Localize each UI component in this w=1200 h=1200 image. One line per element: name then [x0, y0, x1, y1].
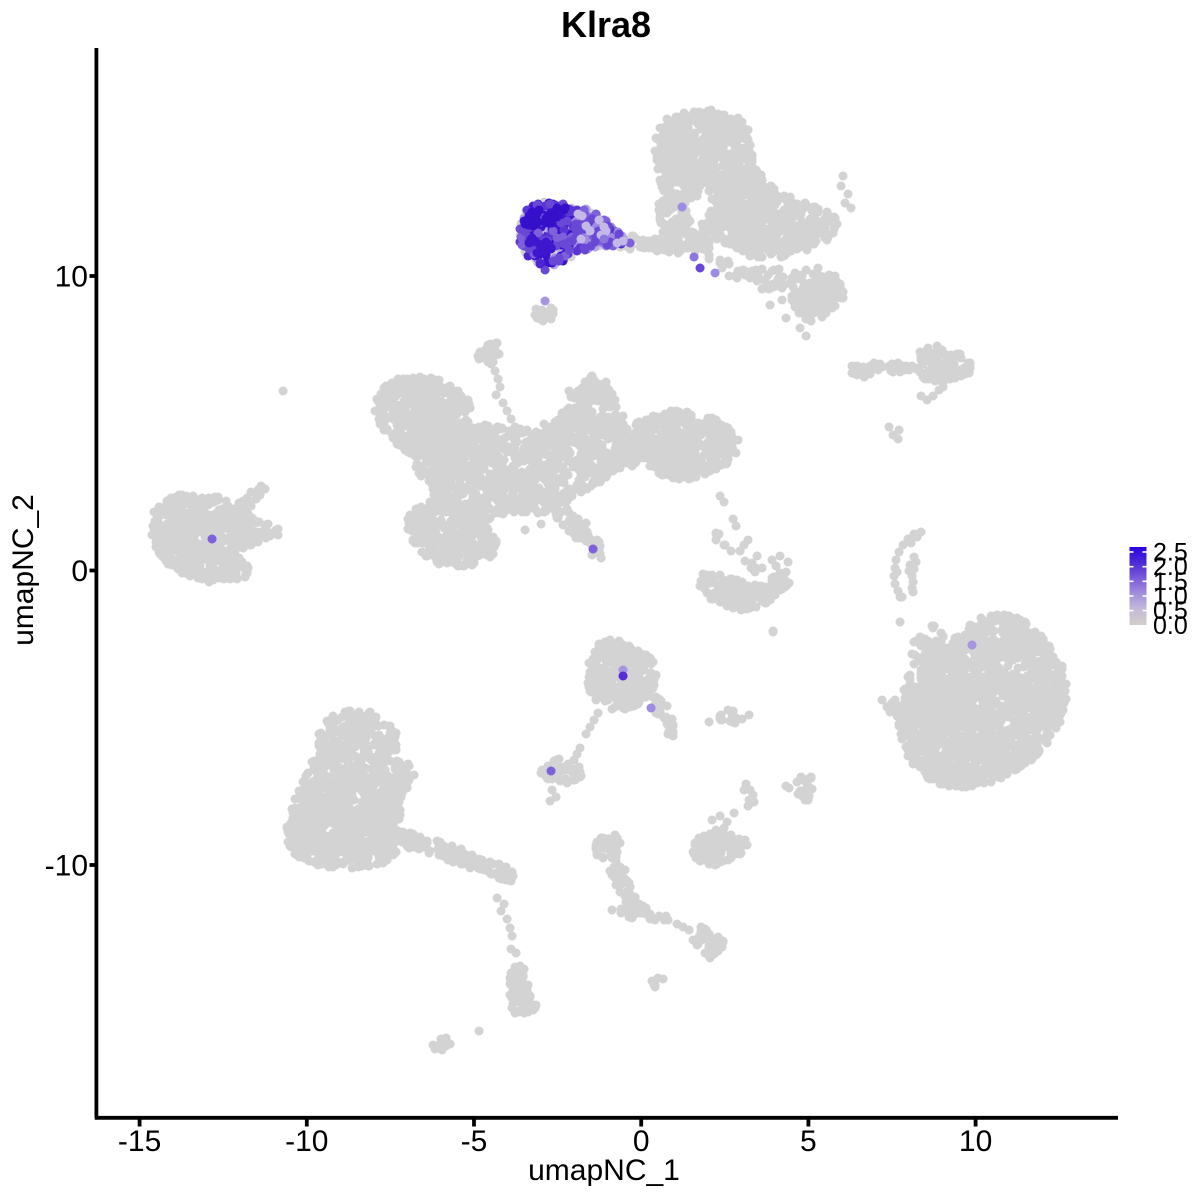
svg-text:umapNC_1: umapNC_1 — [528, 1154, 680, 1187]
svg-text:2.0: 2.0 — [1153, 553, 1188, 581]
svg-text:0: 0 — [71, 555, 88, 588]
svg-text:Klra8: Klra8 — [561, 4, 651, 45]
svg-text:0: 0 — [633, 1125, 650, 1158]
svg-text:1.5: 1.5 — [1153, 568, 1188, 596]
svg-text:10: 10 — [55, 261, 88, 294]
svg-text:-10: -10 — [285, 1125, 328, 1158]
svg-text:umapNC_2: umapNC_2 — [7, 494, 40, 646]
svg-text:1.0: 1.0 — [1153, 583, 1188, 611]
svg-text:-15: -15 — [118, 1125, 161, 1158]
svg-text:5: 5 — [800, 1125, 817, 1158]
svg-text:0.5: 0.5 — [1153, 597, 1188, 625]
svg-text:-10: -10 — [45, 850, 88, 883]
svg-text:0.0: 0.0 — [1153, 612, 1188, 640]
svg-text:-5: -5 — [461, 1125, 488, 1158]
svg-text:10: 10 — [959, 1125, 992, 1158]
svg-text:2.5: 2.5 — [1153, 539, 1188, 567]
